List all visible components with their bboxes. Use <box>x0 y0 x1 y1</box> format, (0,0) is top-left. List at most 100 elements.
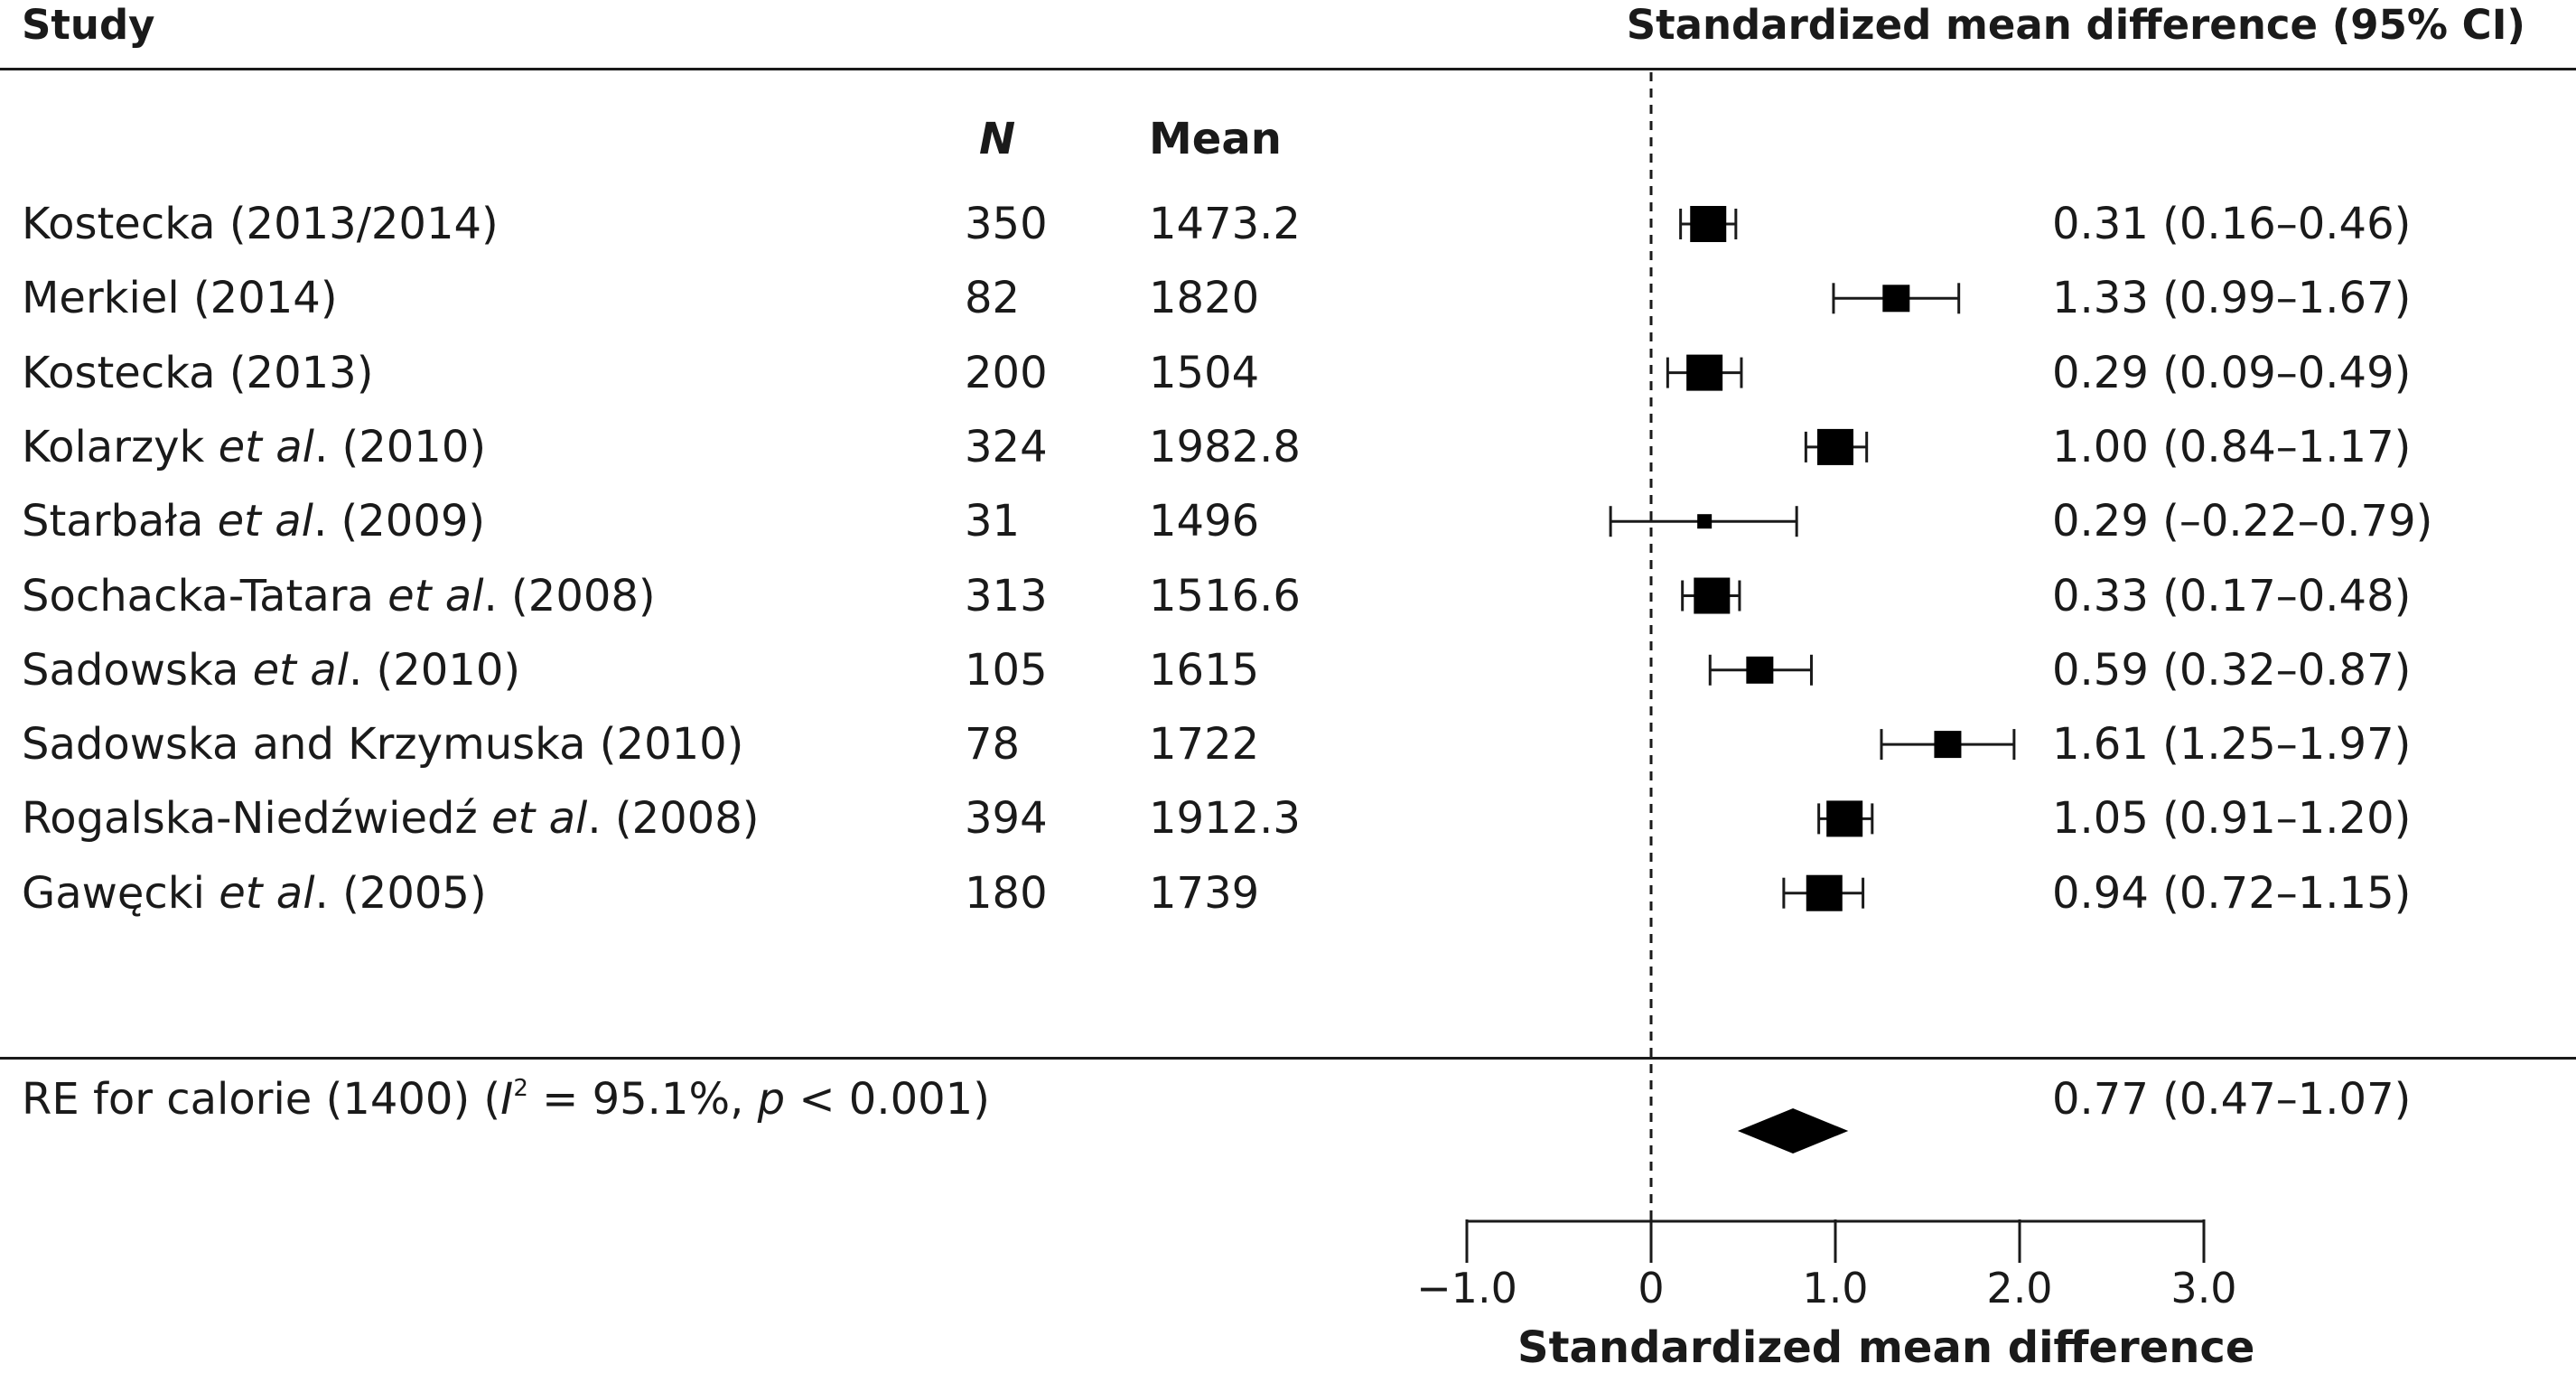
study-n: 350 <box>965 199 1048 249</box>
x-tick-label: −1.0 <box>1416 1264 1517 1312</box>
x-tick-label: 2.0 <box>1986 1264 2052 1312</box>
summary-label-post: < 0.001) <box>785 1074 990 1125</box>
mean-column-header: Mean <box>1149 114 1282 164</box>
study-ci-text: 1.00 (0.84–1.17) <box>2052 421 2412 472</box>
study-n: 82 <box>965 273 1021 324</box>
study-mean: 1982.8 <box>1149 421 1301 472</box>
x-axis-label: Standardized mean difference <box>1517 1322 2255 1373</box>
table-row: Gawęcki et al. (2005) 180 1739 0.94 (0.72–1… <box>0 856 2576 930</box>
study-name: Sadowska and Krzymuska (2010) <box>22 719 744 771</box>
study-n: 31 <box>965 496 1021 547</box>
study-ci-text: 1.05 (0.91–1.20) <box>2052 793 2412 845</box>
point-estimate-box <box>1690 206 1727 242</box>
summary-divider <box>0 1057 2576 1060</box>
x-tick-label: 1.0 <box>1802 1264 1868 1312</box>
effect-header: Standardized mean difference (95% CI) <box>1626 1 2525 49</box>
study-ci-text: 1.33 (0.99–1.67) <box>2052 273 2412 324</box>
study-ci-text: 0.29 (–0.22–0.79) <box>2052 496 2433 547</box>
study-mean: 1504 <box>1149 347 1260 398</box>
study-header: Study <box>22 1 155 49</box>
study-mean: 1473.2 <box>1149 199 1301 249</box>
study-name-part: Starbała <box>22 496 218 547</box>
summary-label-mid: = 95.1%, <box>527 1074 758 1125</box>
study-name: Starbała et al. (2009) <box>22 484 485 558</box>
study-name-part: Gawęcki <box>22 867 219 919</box>
study-n: 78 <box>965 719 1021 771</box>
table-row: Kostecka (2013/2014) 350 1473.2 0.31 (0.16–… <box>0 187 2576 261</box>
study-name: Gawęcki et al. (2005) <box>22 856 487 930</box>
x-tick-label: 0 <box>1638 1264 1664 1312</box>
i-squared-symbol: I <box>500 1074 514 1125</box>
table-row: Kolarzyk et al. (2010) 324 1982.8 1.00 (0.8… <box>0 410 2576 484</box>
study-name: Sochacka-Tatara et al. (2008) <box>22 559 656 633</box>
p-symbol: p <box>757 1074 786 1125</box>
study-name: Merkiel (2014) <box>22 273 338 324</box>
table-row: Starbała et al. (2009) 31 1496 0.29 (–0.22–… <box>0 484 2576 558</box>
study-n: 180 <box>965 867 1048 919</box>
study-name: Kostecka (2013/2014) <box>22 199 499 249</box>
study-name: Sadowska et al. (2010) <box>22 633 520 707</box>
study-ci-text: 0.59 (0.32–0.87) <box>2052 644 2412 696</box>
study-name-part: . (2009) <box>313 496 486 547</box>
point-estimate-box <box>1806 874 1843 911</box>
study-name: Kolarzyk et al. (2010) <box>22 410 486 484</box>
point-estimate-box <box>1817 428 1853 465</box>
study-name-part: . (2005) <box>314 867 487 919</box>
et-al-italic: et al <box>490 793 588 845</box>
table-row: Sochacka-Tatara et al. (2008) 313 1516.6 0.… <box>0 559 2576 633</box>
table-row: Sadowska et al. (2010) 105 1615 0.59 (0.32–… <box>0 633 2576 707</box>
study-name-part: . (2010) <box>313 421 487 472</box>
summary-label: RE for calorie (1400) (I2 = 95.1%, p < 0… <box>22 1066 990 1133</box>
study-ci-text: 0.31 (0.16–0.46) <box>2052 199 2412 249</box>
n-column-header: N <box>979 114 1016 164</box>
point-estimate-box <box>1694 577 1731 614</box>
summary-diamond <box>1737 1108 1849 1154</box>
study-name-part: Rogalska-Niedźwiedź <box>22 793 491 845</box>
study-ci-text: 0.29 (0.09–0.49) <box>2052 347 2412 398</box>
study-name-part: Sadowska <box>22 644 253 696</box>
study-ci-text: 0.33 (0.17–0.48) <box>2052 570 2412 621</box>
i-squared-superscript: 2 <box>513 1075 528 1102</box>
study-n: 105 <box>965 644 1048 696</box>
point-estimate-box <box>1697 514 1713 529</box>
header-divider <box>0 68 2576 70</box>
table-row: Rogalska-Niedźwiedź et al. (2008) 394 1912… <box>0 781 2576 855</box>
et-al-italic: et al <box>218 421 314 472</box>
study-n: 394 <box>965 793 1048 845</box>
et-al-italic: et al <box>219 867 315 919</box>
table-row: Sadowska and Krzymuska (2010) 78 1722 1.61 … <box>0 707 2576 781</box>
study-name-part: . (2008) <box>587 793 760 845</box>
study-mean: 1912.3 <box>1149 793 1301 845</box>
point-estimate-box <box>1882 285 1910 313</box>
summary-label-pre: RE for calorie (1400) ( <box>22 1074 501 1125</box>
x-tick-label: 3.0 <box>2170 1264 2236 1312</box>
point-estimate-box <box>1826 800 1863 837</box>
et-al-italic: et al <box>217 496 313 547</box>
study-ci-text: 0.94 (0.72–1.15) <box>2052 867 2412 919</box>
summary-ci-text: 0.77 (0.47–1.07) <box>2052 1074 2412 1125</box>
study-n: 313 <box>965 570 1048 621</box>
study-n: 200 <box>965 347 1048 398</box>
point-estimate-box <box>1934 731 1962 759</box>
point-estimate-box <box>1746 656 1774 684</box>
et-al-italic: et al <box>252 644 349 696</box>
study-name-part: . (2010) <box>348 644 521 696</box>
study-name-part: Sochacka-Tatara <box>22 570 388 621</box>
table-row: Kostecka (2013) 200 1504 0.29 (0.09–0.49) <box>0 336 2576 410</box>
study-mean: 1722 <box>1149 719 1260 771</box>
study-mean: 1820 <box>1149 273 1260 324</box>
table-row: Merkiel (2014) 82 1820 1.33 (0.99–1.67) <box>0 261 2576 335</box>
study-name-part: . (2008) <box>483 570 656 621</box>
et-al-italic: et al <box>387 570 484 621</box>
study-n: 324 <box>965 421 1048 472</box>
study-mean: 1739 <box>1149 867 1260 919</box>
study-ci-text: 1.61 (1.25–1.97) <box>2052 719 2412 771</box>
study-mean: 1615 <box>1149 644 1260 696</box>
study-mean: 1496 <box>1149 496 1260 547</box>
study-mean: 1516.6 <box>1149 570 1301 621</box>
study-name-part: Kolarzyk <box>22 421 219 472</box>
point-estimate-box <box>1686 354 1723 391</box>
study-name: Rogalska-Niedźwiedź et al. (2008) <box>22 781 759 855</box>
study-name: Kostecka (2013) <box>22 347 374 398</box>
